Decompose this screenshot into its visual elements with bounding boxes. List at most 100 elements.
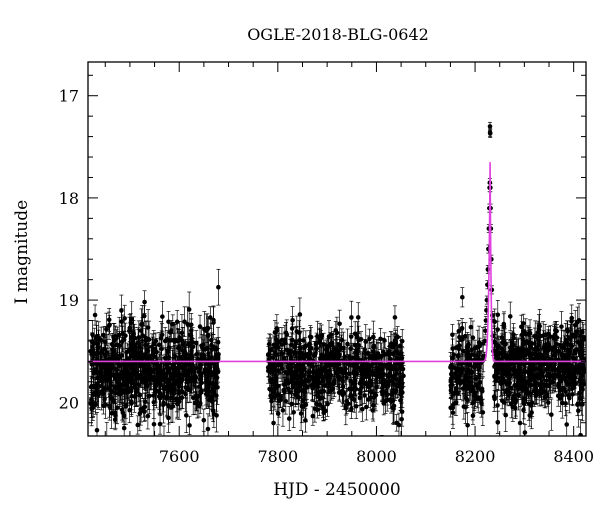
data-point [337,342,343,348]
data-point [276,398,282,404]
data-point [289,379,294,384]
data-point [293,392,298,398]
data-point [117,343,122,348]
data-point [129,401,134,406]
data-point [121,337,127,342]
data-point [131,369,137,375]
data-point [104,326,109,332]
data-point [321,389,327,394]
data-point [309,345,314,351]
data-point [132,335,137,341]
data-point [300,338,306,343]
data-point [96,344,101,350]
data-point [154,349,159,355]
data-point [109,361,114,367]
data-point [388,398,394,404]
data-point [382,338,387,343]
data-point [299,369,305,375]
data-point [345,341,350,347]
data-point [157,421,163,427]
data-point [349,315,354,320]
data-point [372,391,377,397]
data-point [286,416,292,421]
data-point [157,382,163,387]
data-point [166,366,172,372]
data-point [319,333,324,338]
data-point [377,373,382,379]
data-point [204,391,210,397]
data-point [120,376,126,382]
data-point [315,407,320,412]
data-point [142,352,148,357]
data-point [122,316,127,321]
data-point [193,340,199,346]
data-point [106,317,112,323]
data-point [94,427,100,433]
data-point [137,344,142,350]
data-point [374,385,379,390]
data-point [114,405,120,410]
data-point [211,317,216,323]
data-point [321,410,326,416]
data-point [188,322,194,328]
data-point [392,315,398,320]
data-point [164,394,170,400]
data-point [168,404,174,410]
data-point [214,366,220,372]
data-point [146,364,151,370]
data-point [303,402,309,408]
data-point [163,384,169,390]
data-point [150,353,155,359]
data-point [398,356,404,362]
data-point [104,363,110,368]
data-point [192,400,198,406]
data-point [325,401,330,407]
data-point [124,367,129,373]
data-point [161,402,166,407]
data-point [167,345,172,351]
data-point [186,307,192,312]
data-point [353,368,358,373]
data-point [289,401,294,407]
data-point [114,367,120,373]
data-point [275,392,281,397]
data-point [179,330,185,336]
data-point [118,382,123,387]
data-point [215,340,221,345]
data-point [380,385,385,391]
data-point [92,383,98,389]
data-point [186,341,191,347]
data-point [159,346,164,352]
data-point [275,368,281,373]
data-point [201,353,207,358]
data-point [289,326,295,331]
data-point [170,374,176,379]
data-point [399,416,404,422]
data-point [128,385,134,391]
data-point [157,390,162,395]
data-point [90,344,95,350]
data-point [378,336,383,342]
data-point [174,319,180,325]
data-point [306,378,312,384]
data-point [172,339,177,344]
data-point [151,400,157,405]
data-point [353,403,359,409]
data-point [205,345,210,351]
data-point [158,336,164,341]
data-point [154,380,159,385]
data-point [183,413,189,418]
data-point [376,368,382,373]
data-point [204,371,210,376]
data-point [123,403,129,409]
data-point [119,407,125,413]
data-point [272,344,278,350]
data-point [196,393,202,399]
data-point [360,406,365,412]
data-point [370,370,375,375]
data-point [205,426,211,432]
data-point [286,386,291,392]
data-point [382,352,388,357]
data-point [297,312,303,317]
